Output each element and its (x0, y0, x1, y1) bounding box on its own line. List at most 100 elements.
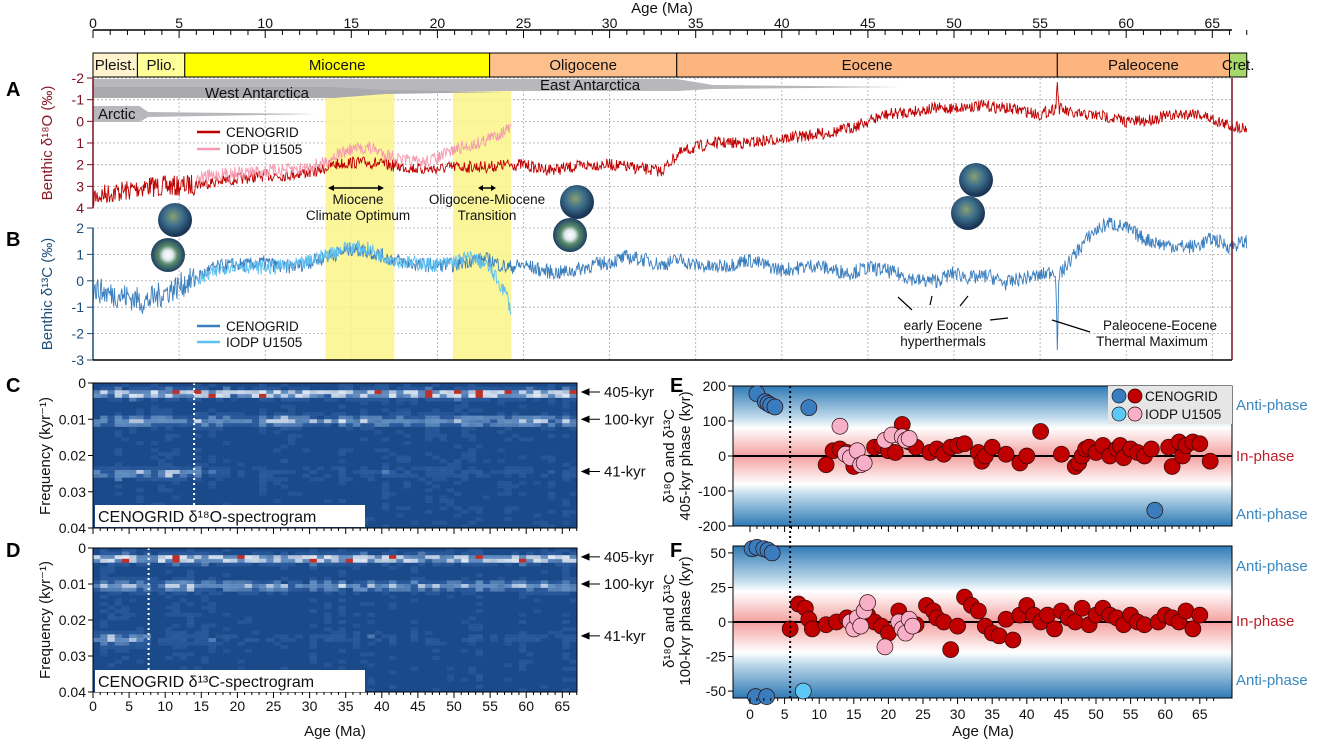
spectrogram-cell (533, 558, 541, 563)
spectrogram-cell (518, 620, 527, 624)
spectrogram-cell (280, 484, 289, 489)
spectrogram-cell (295, 397, 303, 402)
tick-label: 3 (76, 178, 84, 194)
spectrogram-cell (324, 576, 332, 581)
spectrogram-cell (360, 397, 368, 402)
spectrogram-cell (410, 630, 419, 635)
spectrogram-cell (309, 412, 317, 417)
spectrogram-cell (432, 419, 440, 424)
spectrogram-cell (547, 455, 556, 460)
spectrogram-cell (569, 576, 577, 581)
spectrogram-cell (345, 383, 354, 388)
spectrogram-cell (490, 638, 498, 642)
spectrogram-cell (389, 555, 397, 560)
spectrogram-cell (208, 415, 216, 420)
top-age-axis: 0 5 10 15 20 25 30 35 40 45 50 55 60 65 (89, 15, 1248, 38)
spectrogram-cell (287, 393, 296, 398)
legend-label: CENOGRID (226, 125, 299, 140)
spectrogram-cell (121, 437, 130, 442)
spectrogram-cell (446, 488, 455, 493)
spectrogram-cell (201, 470, 209, 475)
spectrogram-cell (389, 419, 397, 424)
spectrogram-cell (222, 422, 231, 427)
spectrogram-cell (518, 591, 527, 596)
period-label: 41-kyr (604, 463, 646, 480)
data-point (935, 613, 953, 631)
spectrogram-cell (389, 390, 397, 395)
spectrogram-cell (482, 473, 491, 478)
spectrogram-cell (251, 419, 260, 424)
spectrogram-cell (136, 645, 144, 650)
spectrogram-cell (403, 386, 411, 391)
spectrogram-cell (533, 587, 541, 592)
spectrogram-cell (410, 627, 419, 632)
spectrogram-cell (504, 473, 512, 478)
spectrogram-cell (374, 415, 382, 420)
spectrogram-cell (201, 551, 209, 556)
spectrogram-cell (381, 473, 390, 478)
spectrogram-cell (504, 426, 512, 431)
spectrogram-cell (215, 473, 224, 478)
spectrogram-cell (150, 584, 159, 588)
spectrogram-cell (439, 397, 447, 402)
spectrogram-cell (475, 652, 484, 657)
spectrogram-cell (389, 558, 397, 563)
spectrogram-cell (504, 422, 512, 427)
spectrogram-cell (352, 397, 361, 402)
spectrogram-cell (475, 580, 484, 585)
spectrogram-cell (136, 587, 144, 592)
spectrogram-cell (533, 422, 541, 427)
spectrogram-cell (259, 393, 267, 398)
spectrogram-cell (324, 397, 332, 402)
spectrogram-cell (194, 397, 202, 402)
spectrogram-cell (367, 641, 375, 646)
spectrogram-cell (172, 390, 180, 395)
spectrogram-cell (374, 397, 382, 402)
spectrogram-cell (345, 393, 354, 398)
spectrogram-cell (208, 576, 216, 581)
spectrogram-cell (280, 422, 289, 427)
spectrogram-cell (410, 620, 419, 624)
spectrogram-cell (186, 422, 195, 427)
data-point (803, 620, 821, 638)
spectrogram-cell (403, 506, 411, 511)
spectrogram-cell (352, 390, 361, 395)
spectrogram-cell (172, 480, 180, 485)
spectrogram-cell (100, 470, 108, 475)
spectrogram-cell (461, 470, 469, 475)
spectrogram-cell (309, 609, 317, 614)
spectrogram-cell (518, 491, 527, 496)
spectrogram-cell (468, 459, 476, 464)
spectrogram-cell (454, 386, 462, 391)
spectrogram-cell (569, 584, 577, 588)
spectrogram-cell (230, 580, 238, 585)
arrow-icon (580, 632, 600, 640)
spectrogram-cell (345, 477, 354, 482)
spectrogram-cell (497, 459, 505, 464)
spectrogram-cell (150, 558, 159, 563)
spectrogram-cell (526, 580, 534, 585)
spectrogram-cell (179, 386, 188, 391)
spectrogram-cell (461, 648, 469, 653)
spectrogram-cell (208, 422, 216, 427)
spectrogram-cell (504, 509, 512, 514)
spectrogram-cell (461, 433, 469, 438)
tick-label: 0 (76, 113, 84, 129)
period-label: 405-kyr (604, 384, 654, 401)
spectrogram-cell (201, 462, 209, 467)
spectrogram-cell (157, 386, 166, 391)
spectrogram-cell (518, 555, 527, 560)
spectrogram-cell (114, 616, 123, 621)
spectrogram-cell (107, 645, 115, 650)
spectrogram-cell (468, 426, 476, 431)
spectrogram-cell (352, 645, 361, 650)
spectrogram-cell (446, 666, 455, 671)
spectrogram-cell (186, 386, 195, 391)
spectrogram-cell (165, 462, 173, 467)
spectrogram-cell (237, 620, 245, 624)
spectrogram-cell (143, 587, 151, 592)
tick-label: -1 (72, 92, 85, 108)
spectrogram-cell (504, 484, 512, 489)
spectrogram-cell (569, 491, 577, 496)
spectrogram-cell (172, 645, 180, 650)
